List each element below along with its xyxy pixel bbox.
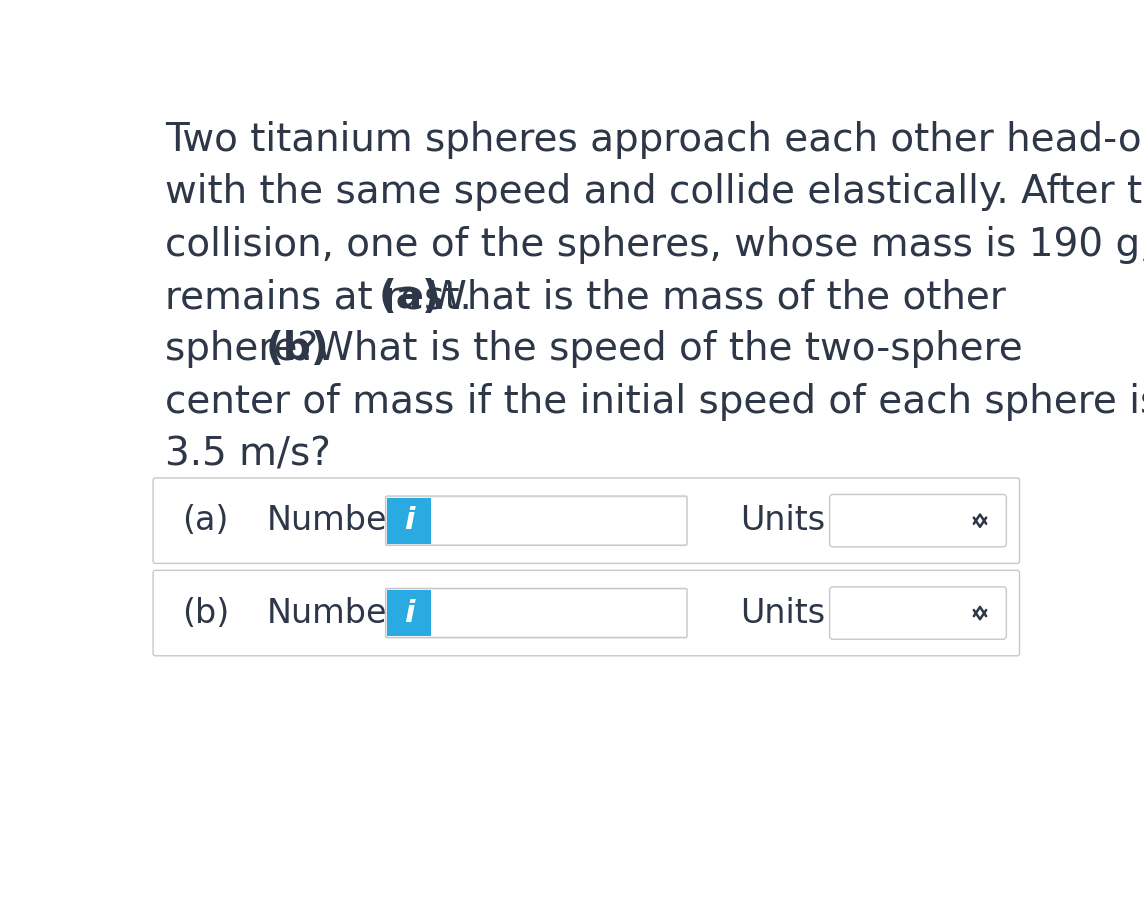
- Text: (b): (b): [265, 331, 329, 369]
- Text: 3.5 m/s?: 3.5 m/s?: [165, 435, 331, 473]
- Text: Number: Number: [267, 504, 402, 537]
- FancyBboxPatch shape: [829, 587, 1007, 640]
- Text: Two titanium spheres approach each other head-on: Two titanium spheres approach each other…: [165, 121, 1144, 159]
- Text: Units: Units: [740, 504, 825, 537]
- Text: What is the mass of the other: What is the mass of the other: [416, 278, 1007, 316]
- Bar: [387, 497, 430, 544]
- Bar: [430, 590, 685, 636]
- Text: What is the speed of the two-sphere: What is the speed of the two-sphere: [303, 331, 1023, 369]
- Text: i: i: [404, 599, 414, 628]
- Text: remains at rest.: remains at rest.: [165, 278, 484, 316]
- Text: (a): (a): [379, 278, 440, 316]
- Text: collision, one of the spheres, whose mass is 190 g,: collision, one of the spheres, whose mas…: [165, 226, 1144, 264]
- Text: i: i: [404, 506, 414, 535]
- Bar: [430, 497, 685, 544]
- Text: Units: Units: [740, 596, 825, 630]
- Text: with the same speed and collide elastically. After the: with the same speed and collide elastica…: [165, 173, 1144, 211]
- FancyBboxPatch shape: [153, 478, 1019, 564]
- FancyBboxPatch shape: [386, 588, 688, 638]
- FancyBboxPatch shape: [386, 496, 688, 545]
- Text: (a): (a): [182, 504, 228, 537]
- FancyBboxPatch shape: [153, 571, 1019, 656]
- FancyBboxPatch shape: [829, 495, 1007, 547]
- Text: sphere?: sphere?: [165, 331, 331, 369]
- Bar: [387, 590, 430, 636]
- Text: Number: Number: [267, 596, 402, 630]
- Text: (b): (b): [182, 596, 229, 630]
- Text: center of mass if the initial speed of each sphere is: center of mass if the initial speed of e…: [165, 383, 1144, 421]
